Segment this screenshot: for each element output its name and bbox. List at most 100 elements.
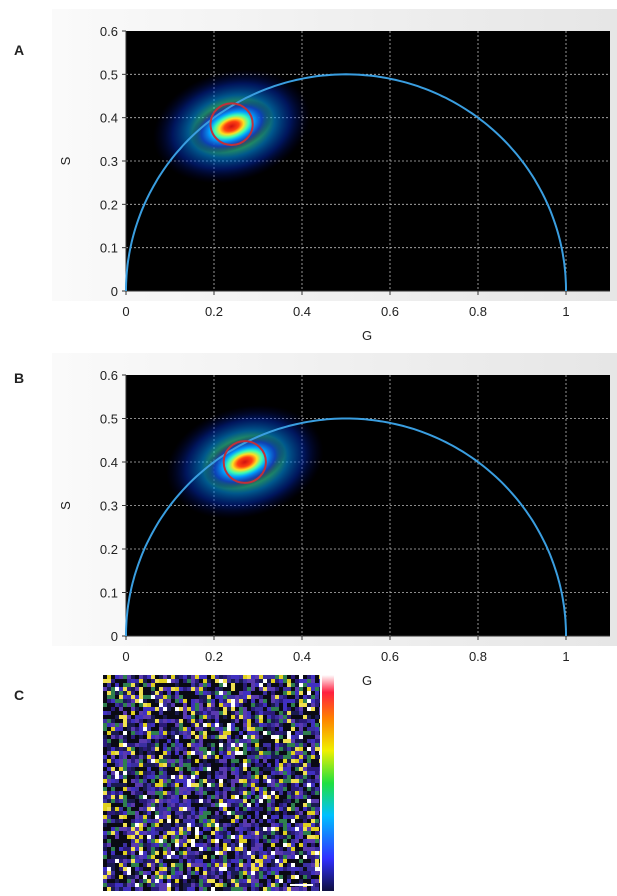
pixel xyxy=(127,679,131,683)
pixel xyxy=(311,855,315,859)
pixel xyxy=(243,807,247,811)
pixel xyxy=(223,787,227,791)
pixel xyxy=(275,707,279,711)
pixel xyxy=(103,703,107,707)
pixel xyxy=(247,675,251,679)
pixel xyxy=(131,755,135,759)
pixel xyxy=(275,679,279,683)
pixel xyxy=(159,807,163,811)
pixel xyxy=(163,799,167,803)
pixel xyxy=(287,775,291,779)
pixel xyxy=(247,783,251,787)
pixel xyxy=(127,807,131,811)
pixel xyxy=(279,683,283,687)
pixel xyxy=(259,747,263,751)
pixel xyxy=(255,763,259,767)
pixel xyxy=(319,679,320,683)
pixel xyxy=(311,695,315,699)
pixel xyxy=(319,743,320,747)
pixel xyxy=(115,799,119,803)
pixel xyxy=(271,711,275,715)
pixel xyxy=(263,751,267,755)
pixel xyxy=(215,727,219,731)
pixel xyxy=(259,687,263,691)
y-tick-label: 0.5 xyxy=(100,67,118,82)
pixel xyxy=(215,859,219,863)
pixel xyxy=(159,759,163,763)
pixel xyxy=(115,819,119,823)
pixel xyxy=(299,851,303,855)
pixel xyxy=(127,867,131,871)
pixel xyxy=(267,707,271,711)
pixel xyxy=(191,779,195,783)
pixel xyxy=(211,867,215,871)
pixel xyxy=(151,827,155,831)
pixel xyxy=(251,867,255,871)
pixel xyxy=(279,851,283,855)
pixel xyxy=(247,691,251,695)
pixel xyxy=(139,719,143,723)
pixel xyxy=(231,823,235,827)
pixel xyxy=(183,827,187,831)
pixel xyxy=(255,755,259,759)
pixel xyxy=(155,823,159,827)
y-tick-label: 0.2 xyxy=(100,542,118,557)
pixel xyxy=(315,835,319,839)
pixel xyxy=(279,835,283,839)
pixel xyxy=(175,699,179,703)
pixel xyxy=(283,815,287,819)
pixel xyxy=(259,847,263,851)
pixel xyxy=(263,835,267,839)
pixel xyxy=(255,703,259,707)
pixel xyxy=(203,707,207,711)
pixel xyxy=(163,731,167,735)
pixel xyxy=(179,831,183,835)
pixel xyxy=(251,855,255,859)
pixel xyxy=(215,883,219,887)
pixel xyxy=(159,871,163,875)
pixel xyxy=(247,719,251,723)
pixel xyxy=(283,739,287,743)
pixel xyxy=(227,755,231,759)
pixel xyxy=(255,859,259,863)
pixel xyxy=(219,815,223,819)
pixel xyxy=(227,823,231,827)
pixel xyxy=(107,803,111,807)
pixel xyxy=(223,775,227,779)
pixel xyxy=(271,687,275,691)
pixel xyxy=(259,787,263,791)
pixel xyxy=(287,795,291,799)
pixel xyxy=(291,783,295,787)
pixel xyxy=(183,783,187,787)
pixel xyxy=(303,807,307,811)
pixel xyxy=(111,699,115,703)
pixel xyxy=(163,719,167,723)
pixel xyxy=(175,707,179,711)
pixel xyxy=(219,711,223,715)
pixel xyxy=(315,855,319,859)
pixel xyxy=(271,807,275,811)
pixel xyxy=(119,867,123,871)
pixel xyxy=(291,755,295,759)
pixel xyxy=(275,831,279,835)
pixel xyxy=(227,735,231,739)
pixel xyxy=(111,875,115,879)
pixel xyxy=(139,699,143,703)
pixel xyxy=(211,879,215,883)
pixel xyxy=(267,879,271,883)
pixel xyxy=(103,851,107,855)
pixel xyxy=(103,779,107,783)
pixel xyxy=(107,759,111,763)
pixel xyxy=(151,735,155,739)
pixel xyxy=(167,855,171,859)
pixel xyxy=(271,675,275,679)
pixel xyxy=(119,747,123,751)
pixel xyxy=(227,815,231,819)
pixel xyxy=(295,695,299,699)
pixel xyxy=(207,735,211,739)
pixel xyxy=(179,827,183,831)
pixel xyxy=(311,719,315,723)
pixel xyxy=(171,835,175,839)
pixel xyxy=(315,827,319,831)
pixel xyxy=(195,843,199,847)
